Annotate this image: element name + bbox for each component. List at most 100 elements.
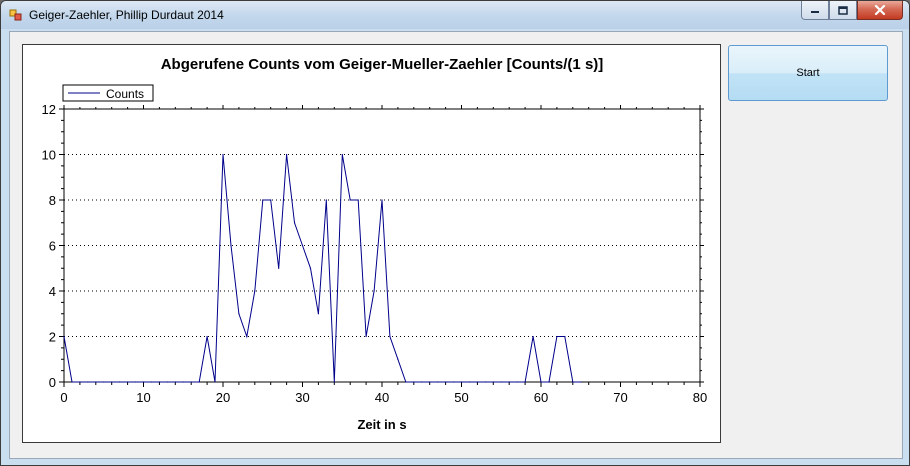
data-point (293, 222, 296, 224)
data-point (301, 244, 304, 247)
data-point (150, 381, 153, 383)
data-point (166, 381, 168, 383)
data-point (286, 153, 288, 156)
data-point (79, 381, 81, 383)
x-tick-label: 10 (136, 390, 150, 405)
data-point (325, 199, 327, 201)
data-point (270, 199, 272, 201)
series-line-counts (63, 154, 581, 383)
data-point (317, 313, 319, 315)
close-button[interactable] (857, 1, 903, 20)
y-tick-label: 10 (42, 148, 56, 163)
data-point (127, 381, 129, 383)
data-point (445, 381, 447, 383)
x-tick-label: 40 (375, 390, 389, 405)
data-point (71, 381, 73, 383)
data-point (119, 381, 121, 383)
maximize-icon (838, 5, 848, 15)
chart-title: Abgerufene Counts vom Geiger-Mueller-Zae… (161, 56, 604, 73)
data-point (580, 381, 582, 383)
data-point (262, 199, 264, 201)
data-point (134, 381, 137, 383)
x-tick-label: 70 (613, 390, 627, 405)
data-point (572, 381, 574, 383)
data-point (95, 381, 97, 383)
data-point (238, 313, 240, 315)
data-point (142, 381, 145, 383)
maximize-button[interactable] (829, 1, 857, 20)
legend: Counts (62, 84, 154, 102)
data-point (508, 381, 510, 383)
x-tick-label: 20 (216, 390, 230, 405)
start-button[interactable]: Start (728, 45, 888, 101)
data-point (357, 199, 359, 201)
x-axis-title: Zeit in s (357, 417, 406, 432)
minimize-button[interactable] (801, 1, 829, 20)
data-point (230, 244, 232, 247)
y-tick-label: 6 (49, 239, 56, 254)
close-icon (874, 5, 886, 15)
data-point (349, 199, 351, 201)
data-point (103, 381, 105, 383)
data-point (214, 381, 216, 383)
data-point (389, 335, 391, 338)
legend-box (62, 84, 154, 102)
data-point (63, 335, 65, 338)
data-point (492, 381, 494, 383)
data-point (174, 381, 176, 383)
data-point (246, 335, 248, 338)
data-point (182, 381, 184, 383)
data-point (421, 381, 423, 383)
data-point (524, 381, 526, 383)
x-tick-label: 80 (693, 390, 707, 405)
data-point (405, 381, 407, 383)
data-point (452, 381, 455, 383)
data-point (111, 381, 113, 383)
data-point (381, 199, 383, 201)
data-point (437, 381, 439, 383)
data-point (413, 381, 415, 383)
client-area: Abgerufene Counts vom Geiger-Mueller-Zae… (9, 31, 903, 459)
counts-chart: Abgerufene Counts vom Geiger-Mueller-Zae… (42, 56, 708, 432)
data-point (468, 381, 471, 383)
data-point (500, 381, 502, 383)
data-point (254, 290, 256, 292)
data-point (460, 381, 463, 383)
y-tick-label: 8 (49, 193, 56, 208)
data-point (158, 381, 160, 383)
data-point (206, 335, 208, 338)
data-point (397, 358, 399, 360)
x-tick-label: 50 (454, 390, 468, 405)
y-tick-label: 12 (42, 102, 56, 117)
minimize-icon (811, 11, 819, 13)
x-tick-label: 60 (534, 390, 548, 405)
x-tick-label: 0 (60, 390, 67, 405)
y-tick-label: 4 (49, 284, 56, 299)
data-point (373, 290, 375, 292)
data-point (365, 335, 367, 338)
data-point (333, 381, 335, 383)
grid (64, 154, 700, 337)
data-point (532, 335, 534, 338)
data-point (87, 381, 89, 383)
window-title: Geiger-Zaehler, Phillip Durdaut 2014 (29, 8, 224, 22)
data-point (484, 381, 486, 383)
data-point (540, 381, 542, 383)
data-point (564, 335, 566, 338)
axes: 0 2 4 6 8 10 12 0 10 20 30 40 50 60 70 80 (42, 102, 708, 405)
app-icon (9, 9, 22, 21)
caption-buttons (801, 1, 903, 21)
data-point (556, 335, 558, 338)
data-point (548, 381, 550, 383)
chart-panel: Abgerufene Counts vom Geiger-Mueller-Zae… (22, 44, 721, 443)
data-point (190, 381, 192, 383)
data-point (198, 381, 200, 383)
data-point (341, 153, 343, 156)
title-bar[interactable]: Geiger-Zaehler, Phillip Durdaut 2014 (1, 1, 909, 29)
data-point (278, 267, 280, 269)
y-tick-label: 2 (49, 330, 56, 345)
y-tick-label: 0 (49, 375, 56, 390)
data-point (222, 153, 224, 156)
series-layer (63, 153, 582, 383)
